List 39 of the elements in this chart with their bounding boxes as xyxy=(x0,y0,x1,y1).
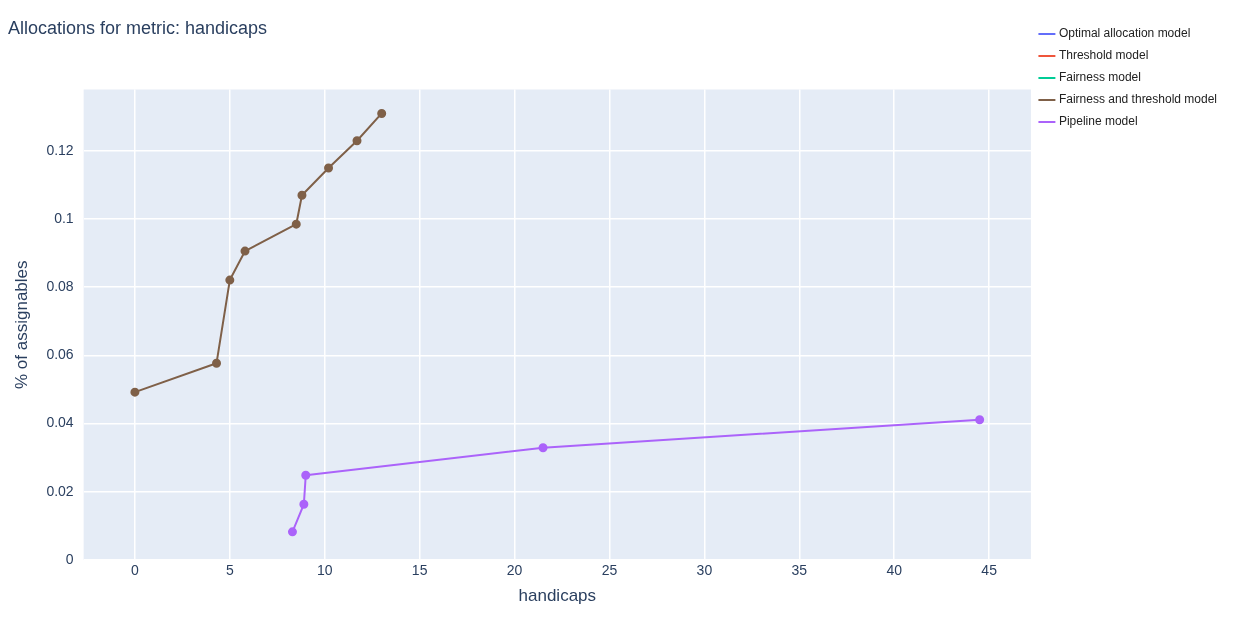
point xyxy=(297,190,307,200)
y-tick-label: 0.02 xyxy=(46,482,74,499)
point xyxy=(287,527,297,537)
x-tick-label: 25 xyxy=(601,562,618,579)
x-tick-label: 10 xyxy=(316,562,333,579)
chart-title: Allocations for metric: handicaps xyxy=(8,17,268,38)
point xyxy=(130,387,140,397)
point xyxy=(291,219,301,229)
x-tick-label: 30 xyxy=(696,562,713,579)
x-tick-label: 40 xyxy=(886,562,903,579)
point xyxy=(299,499,309,509)
point xyxy=(324,163,334,173)
point xyxy=(352,136,362,146)
y-tick-label: 0 xyxy=(65,550,74,567)
y-tick-label: 0.1 xyxy=(54,209,74,226)
legend-label: Optimal allocation model xyxy=(1058,26,1191,41)
x-tick-label: 5 xyxy=(225,562,234,579)
point xyxy=(212,358,222,368)
x-tick-label: 35 xyxy=(791,562,808,579)
x-axis-title: handicaps xyxy=(518,586,597,606)
point xyxy=(975,415,985,425)
y-axis-title: % of assignables xyxy=(11,260,31,389)
y-tick-label: 0.06 xyxy=(46,346,74,363)
y-tick-label: 0.04 xyxy=(46,414,74,431)
x-tick-label: 0 xyxy=(131,562,139,579)
point xyxy=(240,246,250,256)
legend-label: Fairness and threshold model xyxy=(1058,92,1218,107)
legend-label: Pipeline model xyxy=(1058,114,1138,129)
x-tick-label: 15 xyxy=(411,562,428,579)
point xyxy=(377,108,387,118)
legend-label: Fairness model xyxy=(1058,70,1141,85)
point xyxy=(225,275,235,285)
point xyxy=(301,470,311,480)
point xyxy=(538,443,548,453)
y-tick-label: 0.08 xyxy=(46,278,74,295)
legend-label: Threshold model xyxy=(1058,48,1149,63)
y-tick-label: 0.12 xyxy=(46,141,74,158)
x-tick-label: 20 xyxy=(506,562,523,579)
x-tick-label: 45 xyxy=(981,562,998,579)
